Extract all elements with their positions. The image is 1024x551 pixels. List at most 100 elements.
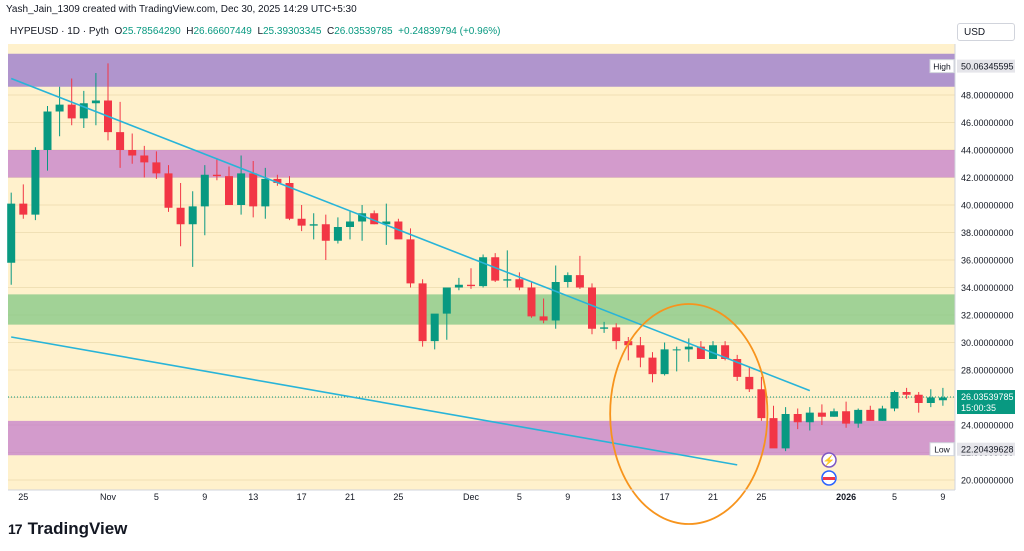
x-tick-label: 21 [345,492,355,502]
x-tick-label: Nov [100,492,117,502]
y-tick-label: 32.00000000 [961,311,1014,321]
candle [551,282,560,321]
candle [781,414,790,449]
y-tick-label: 42.00000000 [961,173,1014,183]
candle [176,207,185,225]
symbol-name[interactable]: HYPEUSD · 1D · Pyth [10,26,109,37]
candle [249,173,258,207]
chart-creator-text: Yash_Jain_1309 created with TradingView.… [6,4,357,15]
candle [19,203,28,215]
candle [454,284,463,288]
low-price-label-box [929,442,955,457]
last-price-value: 26.03539785 [961,392,1014,402]
close-label: C [326,26,335,37]
candle [430,313,439,342]
candle [7,203,16,263]
candle [890,392,899,409]
candle [878,408,887,421]
candle [830,411,838,417]
candle [273,178,282,183]
currency-button[interactable]: USD [957,23,1015,41]
x-tick-label: 25 [18,492,28,502]
y-tick-label: 24.00000000 [961,421,1014,431]
high-label: H [186,26,194,37]
highlight-circle [609,303,769,525]
y-tick-label: 36.00000000 [961,256,1014,266]
candle [733,359,742,377]
candle [491,257,500,281]
candle [467,284,475,287]
candle [212,174,221,177]
candle [527,287,536,317]
y-tick-label: 34.00000000 [961,283,1014,293]
candle [297,218,306,226]
candle [672,349,681,351]
candle [333,227,342,241]
high-value: 26.66607449 [193,26,252,37]
candle [164,173,173,208]
trendline [10,77,811,392]
price-axis [955,44,1024,490]
candle [902,392,911,395]
resistance-zone [8,53,955,87]
open-value: 25.78564290 [122,26,181,37]
trendline [11,336,738,466]
candle [261,178,270,207]
tradingview-brand: 17 TradingView [8,519,127,539]
candle [503,279,512,281]
x-tick-label: 2026 [836,492,856,502]
candle [79,103,88,119]
candle [382,221,391,225]
resistance-zone [8,150,955,178]
low-label: L [257,26,263,37]
y-tick-label: 46.00000000 [961,118,1014,128]
last-price-tag [957,390,1015,415]
x-tick-label: 25 [756,492,766,502]
low-price-label: Low [934,445,950,455]
lightning-icon[interactable] [821,452,837,468]
candle [91,100,100,104]
candle [914,394,923,403]
candle [128,150,137,156]
candle [684,346,693,350]
candle [442,287,451,314]
high-price-label-box [929,59,955,74]
candle [116,132,125,150]
candle [745,376,754,390]
symbol-legend: HYPEUSD · 1D · Pyth O25.78564290 H26.666… [10,26,500,37]
high-price-value: 50.06345595 [961,62,1014,72]
candle [817,412,826,417]
x-tick-label: 9 [202,492,207,502]
candle [866,409,875,421]
y-tick-label: 44.00000000 [961,146,1014,156]
candle [418,283,427,342]
candle [660,349,669,375]
support-zone [8,420,955,456]
candle [938,397,947,401]
candle [515,279,524,288]
x-tick-label: Dec [463,492,480,502]
high-price-label: High [933,62,951,72]
candle [648,357,657,375]
candle [805,412,814,423]
candle [757,389,766,419]
tradingview-logo: 17 [8,521,23,537]
open-label: O [114,26,123,37]
y-tick-label: 30.00000000 [961,338,1014,348]
x-tick-label: 9 [940,492,945,502]
candle [55,104,64,112]
x-tick-label: 5 [154,492,159,502]
candle [406,239,415,284]
candle [612,327,621,342]
candle [696,346,705,359]
candle [563,275,572,282]
candle [188,206,197,225]
candle [926,397,935,403]
x-tick-label: 17 [660,492,670,502]
candle [31,150,40,215]
candle [152,162,161,174]
x-tick-label: 25 [393,492,403,502]
x-tick-label: 5 [892,492,897,502]
close-value: 26.03539785 [334,26,393,37]
